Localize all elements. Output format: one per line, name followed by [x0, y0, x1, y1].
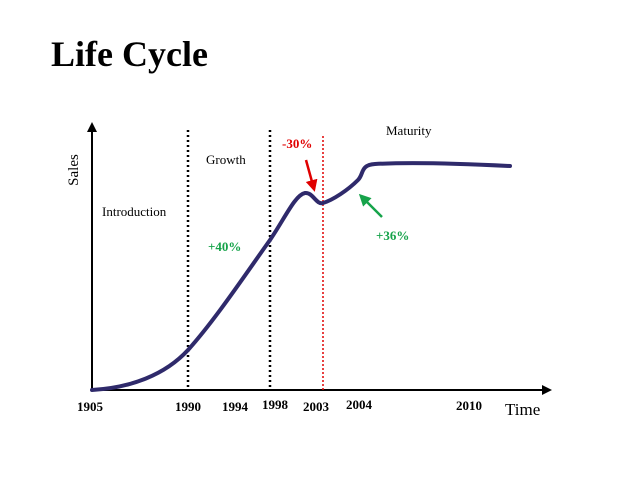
x-axis-label: Time: [505, 400, 540, 419]
drop-arrow: [304, 159, 318, 192]
year-2003: 2003: [303, 399, 330, 414]
sales-curve: [90, 161, 512, 392]
year-2004: 2004: [346, 397, 373, 412]
recovery-arrow: [358, 193, 383, 218]
year-1998: 1998: [262, 397, 289, 412]
year-2010: 2010: [456, 398, 482, 413]
y-axis-label: Sales: [66, 154, 82, 186]
year-1905: 1905: [77, 399, 104, 414]
growth-rate-label: +40%: [208, 239, 241, 254]
stage-maturity: Maturity: [386, 123, 432, 138]
stage-introduction: Introduction: [102, 204, 167, 219]
year-1990: 1990: [175, 399, 201, 414]
stage-growth: Growth: [206, 152, 246, 167]
drop-label: -30%: [282, 136, 312, 151]
recovery-label: +36%: [376, 228, 409, 243]
year-1994: 1994: [222, 399, 249, 414]
page-title: Life Cycle: [51, 34, 208, 74]
